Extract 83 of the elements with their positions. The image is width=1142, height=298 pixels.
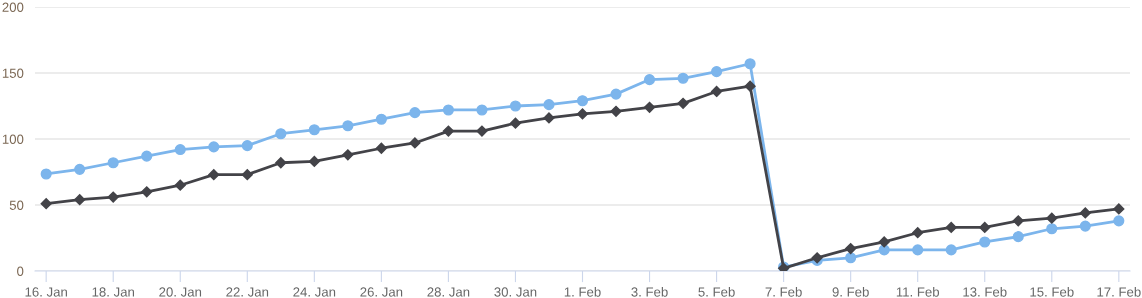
point [74, 163, 86, 175]
point [643, 74, 656, 86]
x-tick-label: 24. Jan [293, 287, 336, 297]
point [107, 157, 119, 169]
point [1012, 231, 1024, 243]
point [979, 236, 991, 248]
x-tick-label: 7. Feb [765, 286, 802, 297]
y-tick-label: 0 [17, 266, 24, 276]
point [845, 252, 857, 264]
x-tick-label: 18. Jan [92, 287, 134, 297]
x-tick-label: 11. Feb [896, 286, 940, 297]
point [241, 140, 253, 152]
point [40, 168, 52, 180]
point [208, 169, 220, 181]
point [710, 85, 723, 98]
point [979, 221, 991, 234]
x-tick-label: 26. Jan [360, 287, 403, 297]
x-tick-label: 15. Feb [1030, 286, 1074, 297]
point [107, 191, 119, 203]
point [208, 141, 220, 153]
point [576, 108, 589, 120]
point [442, 104, 454, 116]
point [945, 221, 957, 234]
point [375, 113, 387, 125]
point [509, 100, 522, 112]
point [744, 58, 756, 70]
point [576, 95, 589, 107]
x-tick-label: 3. Feb [631, 286, 668, 297]
y-tick-label: 150 [2, 68, 24, 78]
point [476, 104, 488, 116]
point [1046, 212, 1058, 224]
point [711, 66, 723, 78]
point [543, 112, 555, 124]
point [1079, 207, 1091, 219]
point [476, 125, 488, 137]
point [845, 242, 857, 255]
point [241, 169, 253, 181]
point [174, 144, 186, 156]
point [1079, 220, 1091, 232]
point [1046, 223, 1058, 235]
x-tick-label: 5. Feb [698, 286, 735, 297]
y-tick-label: 200 [2, 2, 24, 12]
point [308, 155, 320, 168]
point [74, 194, 86, 206]
point [677, 72, 689, 84]
point [543, 99, 555, 111]
point [275, 128, 287, 140]
x-tick-label: 22. Jan [226, 287, 269, 297]
y-tick-label: 100 [2, 134, 24, 144]
point [878, 236, 890, 248]
point [610, 88, 622, 100]
point [375, 142, 387, 154]
point [174, 179, 186, 191]
point [912, 244, 924, 256]
y-tick-label: 50 [9, 200, 24, 210]
point [945, 244, 957, 256]
point [442, 125, 455, 137]
x-tick-label: 16. Jan [25, 287, 67, 297]
point [744, 80, 756, 92]
x-tick-label: 28. Jan [427, 287, 470, 297]
x-tick-label: 30. Jan [494, 287, 537, 297]
point [643, 101, 656, 113]
point [342, 149, 354, 161]
point [342, 120, 354, 132]
point [409, 137, 421, 149]
point [141, 150, 153, 162]
x-tick-label: 9. Feb [832, 286, 869, 297]
x-tick-label: 17. Feb [1097, 286, 1141, 297]
x-tick-label: 1. Feb [564, 286, 601, 297]
point [275, 157, 287, 169]
point [308, 124, 320, 136]
x-tick-label: 13. Feb [963, 286, 1007, 297]
point [509, 117, 522, 129]
point [40, 198, 52, 210]
point [1113, 203, 1125, 215]
point [1113, 215, 1125, 227]
point [610, 105, 622, 117]
point [1012, 215, 1024, 227]
point [677, 97, 689, 109]
point [912, 227, 924, 239]
point [141, 186, 153, 198]
point [409, 107, 421, 119]
x-tick-label: 20. Jan [159, 287, 202, 297]
